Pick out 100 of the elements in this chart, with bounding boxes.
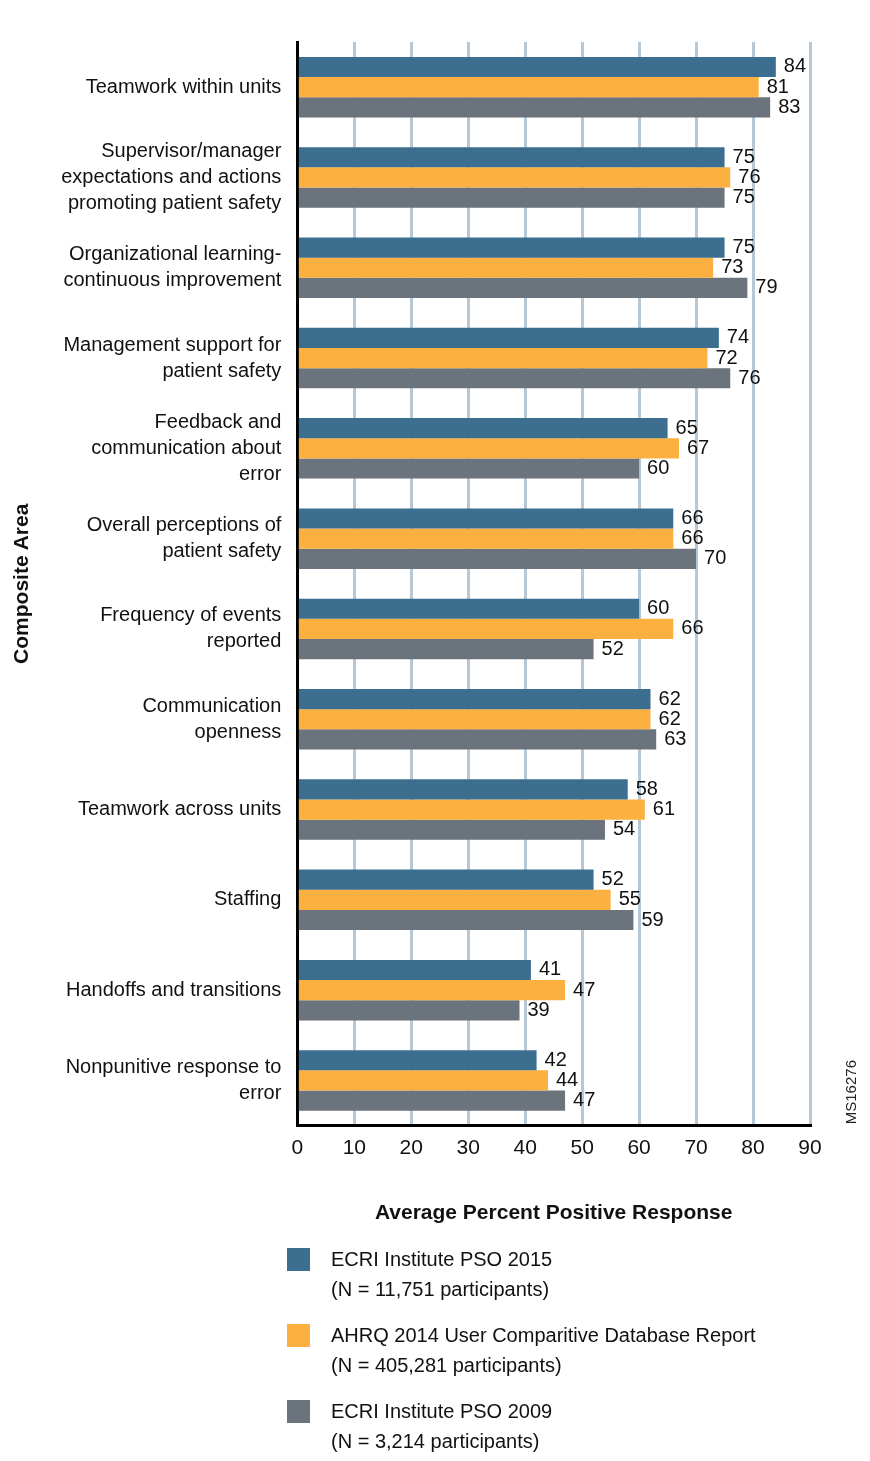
- bar: [298, 639, 594, 660]
- bar: [298, 869, 594, 890]
- bar: [298, 909, 634, 931]
- data-label: 75: [732, 144, 755, 167]
- data-label: 55: [618, 887, 641, 910]
- bar: [298, 77, 759, 98]
- legend-label: ECRI Institute PSO 2015 (N = 11,751 participants): [331, 1247, 553, 1302]
- data-label: 54: [612, 817, 636, 840]
- data-label: 76: [738, 164, 761, 187]
- data-label: 62: [658, 686, 681, 709]
- data-label: 81: [766, 74, 789, 97]
- bar: [298, 1090, 566, 1111]
- bar: [298, 277, 748, 298]
- bar: [298, 438, 679, 459]
- bar: [298, 257, 714, 278]
- data-label: 66: [681, 526, 704, 549]
- bar: [298, 1000, 520, 1021]
- bar: [298, 347, 708, 369]
- data-label: 52: [601, 636, 624, 659]
- y-tick-label: Feedback and communication about error: [91, 409, 282, 484]
- x-tick-label: 60: [627, 1135, 651, 1158]
- bar: [298, 97, 771, 118]
- legend-label: AHRQ 2014 User Comparitive Database Report (N = 405,281 participants): [331, 1323, 756, 1378]
- data-label: 79: [755, 275, 778, 298]
- bar: [298, 368, 731, 389]
- data-label: 44: [555, 1067, 579, 1090]
- bar: [298, 819, 605, 840]
- bar: [298, 980, 566, 1001]
- x-tick-label: 70: [684, 1135, 708, 1158]
- bar: [298, 187, 725, 208]
- bar: [298, 237, 725, 258]
- x-tick-label: 30: [456, 1135, 480, 1158]
- data-label: 52: [601, 867, 624, 890]
- y-tick-label: Staffing: [213, 887, 282, 910]
- data-label: 59: [641, 907, 664, 930]
- data-label: 75: [732, 185, 755, 208]
- x-tick-label: 80: [741, 1135, 765, 1158]
- bar: [298, 56, 776, 78]
- data-label: 84: [783, 54, 807, 77]
- data-label: 58: [635, 776, 658, 799]
- y-tick-label: Supervisor/manager expectations and actions promoting patient safety: [61, 138, 282, 213]
- data-label: 67: [686, 435, 710, 458]
- data-label: 47: [573, 977, 596, 1000]
- bar: [298, 618, 674, 640]
- x-tick-label: 20: [399, 1135, 423, 1158]
- data-label: 41: [538, 957, 562, 980]
- bar: [298, 418, 668, 439]
- x-axis-title: Average Percent Positive Response: [374, 1200, 733, 1224]
- data-label: 83: [778, 94, 801, 117]
- data-label: 60: [647, 456, 670, 479]
- legend-label: ECRI Institute PSO 2009 (N = 3,214 participants): [331, 1399, 553, 1454]
- bar: [298, 729, 657, 750]
- y-tick-label: Teamwork across units: [77, 797, 282, 820]
- x-tick-label: 0: [291, 1135, 304, 1158]
- data-label: 66: [681, 616, 704, 639]
- text: MS16276: [842, 1060, 859, 1125]
- bar: [298, 959, 531, 981]
- data-label: 39: [527, 997, 550, 1020]
- bar: [298, 689, 651, 710]
- bar: [298, 327, 719, 348]
- data-label: 47: [573, 1088, 596, 1111]
- data-label: 73: [721, 255, 744, 278]
- data-label: 70: [704, 546, 727, 569]
- bar: [298, 147, 725, 168]
- bar: [298, 598, 640, 619]
- x-tick-label: 40: [513, 1135, 537, 1158]
- bar: [298, 528, 674, 549]
- data-label: 61: [652, 797, 676, 820]
- y-tick-label: Organizational learning-continuous improvement: [63, 242, 282, 291]
- y-tick-label: Management support for patient safety: [63, 332, 282, 381]
- data-label: 66: [681, 506, 704, 528]
- data-label: 42: [544, 1047, 567, 1070]
- bar: [298, 889, 611, 910]
- x-tick-label: 50: [570, 1135, 594, 1158]
- y-tick-label: Nonpunitive response to error: [65, 1054, 282, 1103]
- bar: [298, 167, 731, 188]
- data-label: 75: [732, 235, 755, 258]
- data-label: 63: [664, 726, 687, 749]
- bar: [298, 548, 697, 569]
- data-label: 60: [647, 596, 670, 619]
- bar: [298, 709, 651, 730]
- bar: [298, 458, 640, 479]
- bar: [298, 1050, 537, 1071]
- y-tick-label: Overall perceptions of patient safety: [86, 513, 282, 562]
- y-tick-label: Teamwork within units: [85, 74, 282, 97]
- y-tick-label: Communication openness: [142, 693, 282, 742]
- data-label: 72: [715, 345, 738, 368]
- y-tick-label: Frequency of events reported: [100, 603, 282, 652]
- y-tick-label: Handoffs and transitions: [66, 977, 282, 1000]
- data-label: 65: [675, 415, 698, 438]
- bar: [298, 508, 674, 529]
- data-label: 74: [726, 325, 750, 348]
- data-label: 62: [658, 706, 681, 729]
- bar: [298, 779, 628, 800]
- y-axis-title: Composite Area: [9, 503, 33, 664]
- bar: [298, 1070, 548, 1091]
- bar: [298, 799, 645, 820]
- x-tick-label: 10: [342, 1135, 366, 1158]
- data-label: 76: [738, 365, 761, 388]
- x-tick-label: 90: [798, 1135, 822, 1158]
